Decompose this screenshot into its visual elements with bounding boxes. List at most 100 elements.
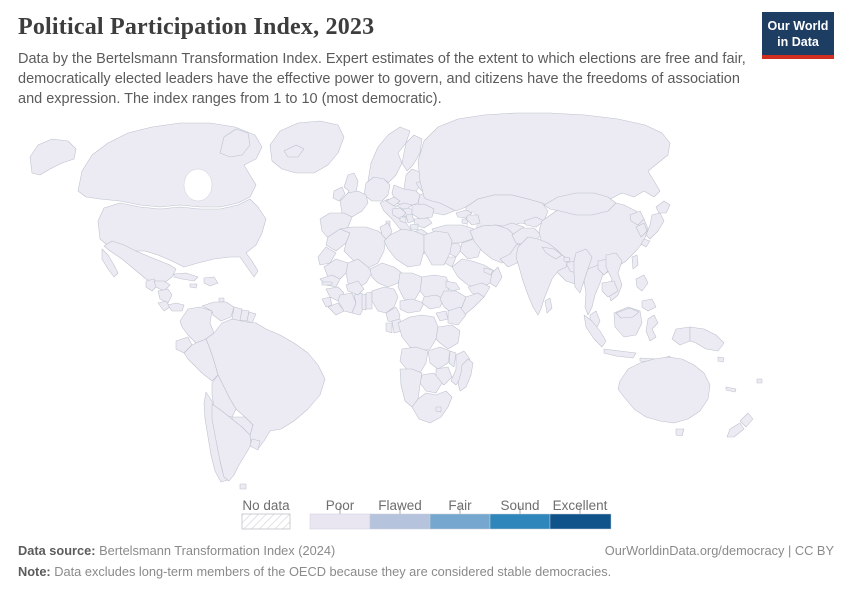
country-myanmar[interactable] — [573, 248, 593, 294]
country-kenya[interactable] — [447, 306, 467, 326]
country-baffin[interactable] — [219, 128, 251, 158]
legend-swatch-poor[interactable] — [309, 513, 371, 530]
map-countries[interactable] — [29, 112, 763, 490]
country-libya[interactable] — [383, 228, 425, 268]
country-western-sahara[interactable] — [317, 246, 337, 266]
country-ghana[interactable] — [351, 292, 365, 316]
country-mali[interactable] — [345, 258, 373, 290]
country-zambia[interactable] — [427, 346, 451, 370]
country-bosnia[interactable] — [399, 216, 407, 224]
country-somalia[interactable] — [457, 292, 485, 318]
country-nepal[interactable] — [541, 246, 563, 260]
country-iceland[interactable] — [283, 144, 305, 158]
legend-swatch-fair[interactable] — [429, 513, 491, 530]
legend-swatch-flawed[interactable] — [369, 513, 431, 530]
country-saudi-arabia[interactable] — [451, 258, 495, 290]
license-link[interactable]: CC BY — [794, 543, 834, 558]
country-taiwan[interactable] — [631, 254, 639, 270]
country-niger[interactable] — [369, 262, 403, 288]
country-nz-north[interactable] — [739, 412, 754, 428]
country-north-korea[interactable] — [629, 210, 645, 226]
country-yemen[interactable] — [467, 282, 491, 298]
country-angola[interactable] — [399, 346, 429, 374]
country-fiji[interactable] — [756, 378, 763, 384]
country-uruguay[interactable] — [249, 438, 261, 451]
country-japan-honshu[interactable] — [645, 212, 665, 240]
country-lesotho[interactable] — [435, 406, 442, 413]
legend-swatch-sound[interactable] — [489, 513, 551, 530]
country-gabon[interactable] — [385, 322, 393, 334]
country-venezuela[interactable] — [201, 301, 235, 322]
country-trinidad[interactable] — [218, 297, 225, 303]
legend-no-data-swatch[interactable] — [241, 513, 291, 530]
country-falklands[interactable] — [239, 483, 247, 490]
country-sierra-leone[interactable] — [321, 296, 333, 308]
country-albania-macedonia[interactable] — [409, 223, 419, 231]
country-thailand[interactable] — [583, 264, 605, 316]
legend-swatch-excellent[interactable] — [549, 513, 612, 530]
country-togo[interactable] — [361, 293, 367, 311]
country-madagascar[interactable] — [457, 358, 474, 392]
country-sulawesi[interactable] — [645, 314, 659, 342]
country-croatia-slovenia[interactable] — [391, 207, 407, 220]
country-tanzania[interactable] — [435, 324, 461, 350]
country-mongolia[interactable] — [543, 192, 617, 216]
country-finland[interactable] — [401, 134, 423, 172]
country-japan-hokkaido[interactable] — [655, 200, 671, 214]
country-cuba[interactable] — [173, 272, 199, 282]
country-eritrea[interactable] — [445, 280, 461, 292]
choropleth-svg[interactable]: No data Poor Flawed Fair Sound Excellent — [0, 111, 850, 539]
country-baja[interactable] — [101, 248, 119, 278]
country-japan-kyushu[interactable] — [640, 238, 651, 248]
owid-link[interactable]: OurWorldinData.org/democracy — [604, 543, 785, 558]
country-bulgaria[interactable] — [413, 217, 433, 229]
country-luzon[interactable] — [635, 274, 649, 292]
country-malaysia-borneo[interactable] — [615, 307, 640, 319]
country-jamaica[interactable] — [189, 283, 198, 289]
country-algeria[interactable] — [339, 226, 387, 270]
country-argentina[interactable] — [211, 403, 252, 482]
country-uganda[interactable] — [435, 310, 449, 322]
country-oman[interactable] — [489, 266, 503, 288]
country-serbia[interactable] — [405, 213, 415, 224]
country-burkina-faso[interactable] — [345, 280, 365, 296]
country-bhutan[interactable] — [563, 256, 571, 263]
country-dominican-republic[interactable] — [203, 276, 219, 287]
country-nigeria[interactable] — [371, 286, 399, 314]
country-usa[interactable] — [97, 198, 267, 278]
country-ireland[interactable] — [332, 186, 346, 202]
country-cambodia[interactable] — [601, 280, 619, 298]
country-nz-south[interactable] — [726, 422, 745, 438]
country-panama[interactable] — [167, 302, 185, 312]
country-south-korea[interactable] — [635, 222, 648, 238]
country-mindanao[interactable] — [641, 298, 657, 312]
country-sumatra[interactable] — [583, 314, 607, 348]
country-russia[interactable] — [417, 112, 671, 212]
country-alaska[interactable] — [29, 138, 77, 176]
country-new-caledonia[interactable] — [725, 386, 737, 393]
country-uae[interactable] — [483, 267, 494, 276]
country-solomons[interactable] — [717, 356, 725, 363]
country-honduras[interactable] — [153, 280, 171, 292]
country-drc[interactable] — [397, 314, 439, 352]
country-gambia[interactable] — [321, 281, 333, 286]
country-peru[interactable] — [183, 338, 219, 382]
country-malawi[interactable] — [448, 350, 457, 368]
country-kyrgyzstan[interactable] — [523, 216, 545, 228]
country-south-africa[interactable] — [411, 390, 453, 424]
country-java[interactable] — [603, 348, 637, 359]
country-chad[interactable] — [397, 272, 423, 302]
country-nicaragua[interactable] — [157, 288, 173, 304]
country-czechia[interactable] — [385, 196, 401, 207]
country-sri-lanka[interactable] — [544, 297, 553, 314]
country-azerbaijan[interactable] — [465, 214, 481, 226]
country-west-papua[interactable] — [671, 326, 691, 346]
country-canada[interactable] — [77, 122, 263, 208]
country-tasmania[interactable] — [675, 428, 685, 437]
country-egypt[interactable] — [423, 230, 453, 266]
country-south-sudan[interactable] — [421, 294, 445, 310]
country-mexico[interactable] — [103, 240, 177, 284]
country-germany-benelux[interactable] — [363, 176, 391, 202]
country-car[interactable] — [399, 298, 425, 314]
country-greenland[interactable] — [269, 120, 345, 174]
